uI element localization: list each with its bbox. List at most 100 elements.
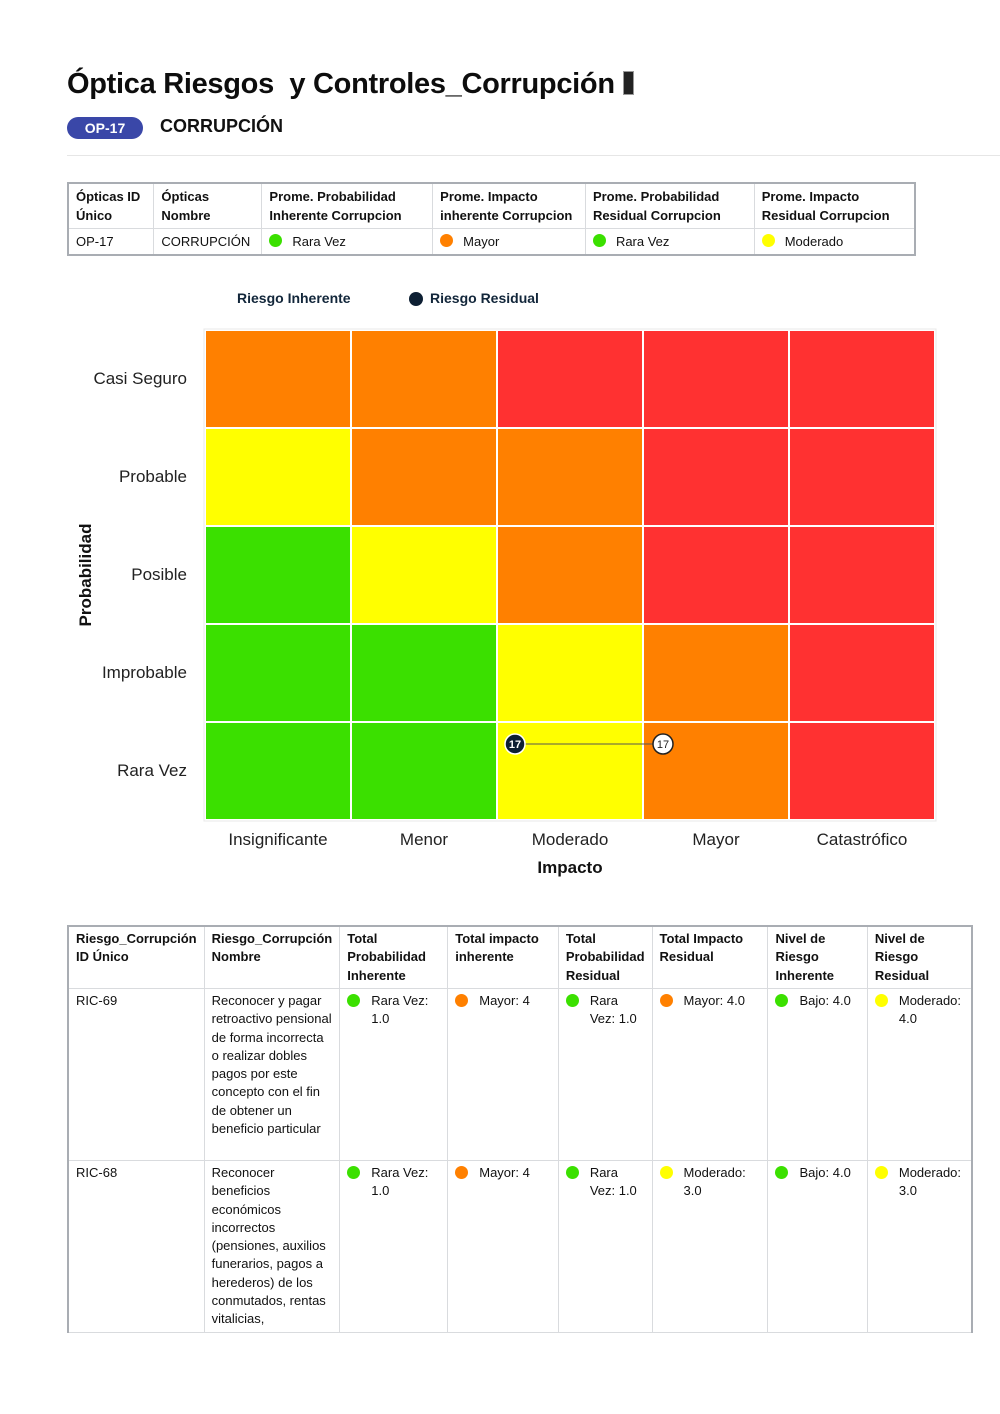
header-riesgo-id: Riesgo_Corrupción ID Único [67,925,205,989]
heatmap-cell-casi-seguro-insignificante [206,331,350,427]
heatmap-cell-probable-menor [352,429,496,525]
cell-impacto-residual: Moderado [753,228,916,256]
status-dot-icon [874,1166,888,1179]
cell-impacto-residual: Mayor: 4.0 [651,988,769,1161]
status-dot-icon [659,994,673,1007]
page-title: Óptica Riesgos y Controles_Corrupción [67,68,634,101]
cell-value: Moderado: 3.0 [683,1165,746,1199]
x-tick-label: Insignificante [228,830,328,849]
cell-prob-residual: Rara Vez: 1.0 [557,988,653,1161]
status-dot-icon [775,1166,789,1179]
cell-optica-id: OP-17 [67,228,155,256]
point-label: 17 [509,739,521,751]
cell-prob-inherente: Rara Vez: 1.0 [339,1160,449,1333]
heatmap-cell-posible-insignificante [206,527,350,623]
heatmap-cell-probable-insignificante [206,429,350,525]
cell-value: Mayor: 4 [479,993,530,1008]
heatmap-cell-posible-menor [352,527,496,623]
y-tick-label: Rara Vez [117,761,187,780]
cell-nivel-residual: Moderado: 3.0 [866,1160,973,1333]
heatmap-cell-posible-catastrófico [790,527,934,623]
risk-heatmap: 17 17 [203,328,937,822]
cell-impacto-inherente: Mayor: 4 [447,988,559,1161]
header-riesgo-nombre: Riesgo_Corrupción Nombre [203,925,341,989]
x-tick-label: Menor [399,830,449,849]
header-total-impacto-residual: Total Impacto Residual [651,925,769,989]
cell-value: Rara Vez: 1.0 [589,1165,637,1199]
heatmap-frame [203,328,937,822]
heatmap-cell-improbable-moderado [498,625,642,721]
heatmap-cell-improbable-mayor [644,625,788,721]
summary-table: Ópticas ID Único Ópticas Nombre Prome. Pro… [67,182,916,256]
cell-value: Moderado: 3.0 [898,1165,962,1199]
x-axis-title: Impacto [537,858,603,877]
cell-value: Bajo: 4.0 [799,1165,851,1180]
heatmap-cell-casi-seguro-moderado [498,331,642,427]
cell-riesgo-id: RIC-68 [67,1160,205,1333]
status-dot-icon [761,234,775,247]
status-dot-icon [347,994,361,1007]
y-tick-label: Probable [118,467,187,486]
status-dot-icon [440,234,454,247]
heatmap-cell-posible-mayor [644,527,788,623]
heatmap-cell-posible-moderado [498,527,642,623]
cell-value: Rara Vez: 1.0 [371,1165,429,1199]
status-dot-icon [455,994,469,1007]
table-row: RIC-69 Reconocer y pagar retroactivo pens… [67,988,973,1161]
point-marker [504,733,526,755]
summary-header-row: Ópticas ID Único Ópticas Nombre Prome. Pro… [67,182,916,229]
status-dot-icon [592,234,606,247]
x-tick-label: Moderado [531,830,609,849]
cell-impacto-residual: Moderado: 3.0 [651,1160,769,1333]
cell-nivel-inherente: Bajo: 4.0 [767,988,868,1161]
legend-item-residual[interactable]: Riesgo Residual [430,290,539,306]
heatmap-cell-casi-seguro-menor [352,331,496,427]
y-tick-label: Casi Seguro [93,369,187,388]
cell-prob-residual: Rara Vez: 1.0 [557,1160,653,1333]
cell-value: Moderado: 4.0 [898,993,962,1027]
header-total-prob-residual: Total Probabilidad Residual [557,925,653,989]
residual-risk-point[interactable]: 17 [504,733,526,755]
status-dot-icon [455,1166,469,1179]
heatmap-cell-rara-vez-catastrófico [790,723,934,819]
cell-prob-inherente: Rara Vez [261,228,434,256]
optic-name: CORRUPCIÓN [160,116,284,136]
y-tick-label: Improbable [101,663,187,682]
y-tick-label: Posible [131,565,187,584]
cell-value: Bajo: 4.0 [799,993,851,1008]
cell-optica-nombre: CORRUPCIÓN [153,228,263,256]
heatmap-cell-casi-seguro-catastrófico [790,331,934,427]
heatmap-cell-casi-seguro-mayor [644,331,788,427]
x-tick-label: Mayor [692,830,740,849]
header-total-prob-inherente: Total Probabilidad Inherente [339,925,449,989]
heatmap-cell-improbable-menor [352,625,496,721]
missing-glyph-icon [622,71,634,95]
header-optica-nombre: Ópticas Nombre [153,182,263,229]
cell-prob-inherente: Rara Vez: 1.0 [339,988,449,1161]
header-prob-inherente: Prome. Probabilidad Inherente Corrupcion [261,182,434,229]
status-dot-icon [347,1166,361,1179]
header-total-impacto-inherente: Total impacto inherente [447,925,559,989]
header-nivel-inherente: Nivel de Riesgo Inherente [767,925,868,989]
cell-value: Rara Vez: 1.0 [371,993,429,1027]
heatmap-cell-improbable-catastrófico [790,625,934,721]
point-marker [652,733,674,755]
cell-nivel-residual: Moderado: 4.0 [866,988,973,1161]
header-prob-residual: Prome. Probabilidad Residual Corrupcion [584,182,755,229]
optic-id-badge: OP-17 [67,117,143,139]
y-axis-title: Probabilidad [76,523,95,627]
status-dot-icon [565,1166,579,1179]
heatmap-cell-probable-moderado [498,429,642,525]
cell-prob-residual: Rara Vez [584,228,755,256]
cell-value: Mayor: 4.0 [683,993,745,1008]
status-dot-icon [565,994,579,1007]
summary-row: OP-17 CORRUPCIÓN Rara Vez Mayor Rara Vez… [67,228,916,256]
page-title-text: Óptica Riesgos y Controles_Corrupción [67,68,615,100]
legend-item-inherente[interactable]: Riesgo Inherente [237,290,351,306]
inherent-risk-point[interactable]: 17 [652,733,674,755]
cell-value: Rara Vez: 1.0 [589,993,637,1027]
cell-impacto-inherente: Mayor: 4 [447,1160,559,1333]
header-impacto-inherente: Prome. Impacto inherente Corrupcion [432,182,586,229]
detail-header-row: Riesgo_Corrupción ID Único Riesgo_Corrupc… [67,925,973,989]
header-divider [67,155,1000,156]
